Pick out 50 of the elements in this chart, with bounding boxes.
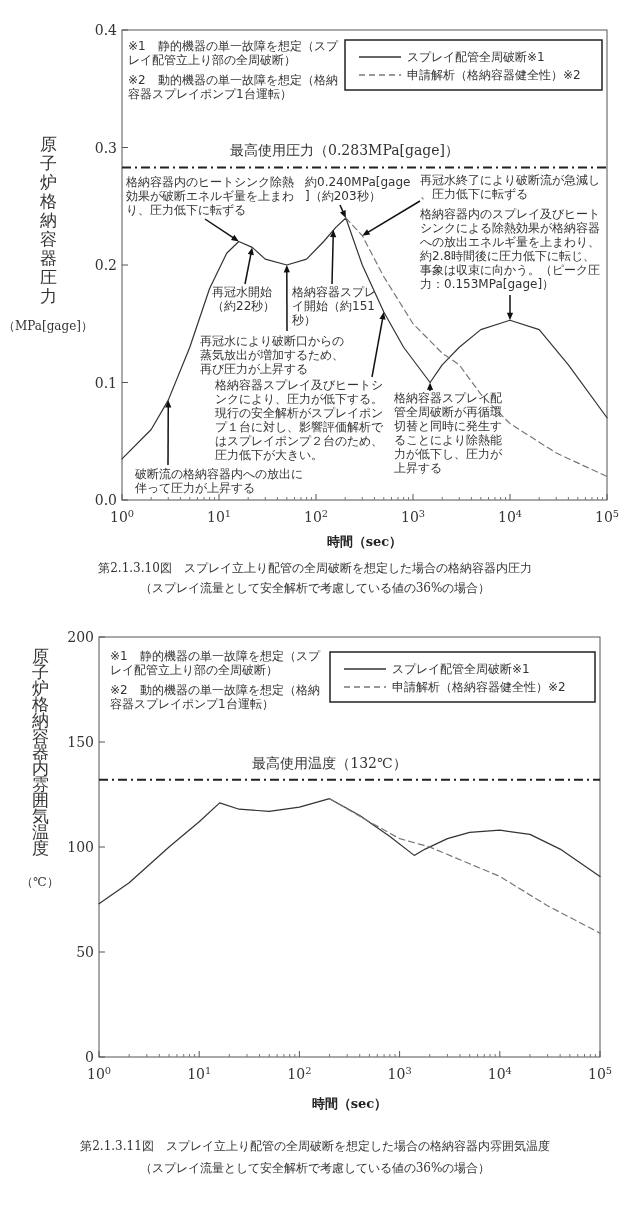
annotation: ※1 静的機器の単一故障を想定（スプレイ配管立上り部の全周破断） <box>110 649 321 677</box>
y-tick-label: 0.1 <box>94 374 117 391</box>
y-tick-label: 200 <box>67 629 94 645</box>
text: 第2.1.3.10図 スプレイ立上り配管の全周破断を想定した場合の格納容器内圧力 <box>98 561 532 575</box>
legend-label: スプレイ配管全周破断※1 <box>407 50 545 64</box>
legend-label: 申請解析（格納容器健全性）※2 <box>407 68 581 82</box>
annotation: 再冠水終了により破断流が急減し、圧力低下に転ずる <box>420 173 600 201</box>
text: 原子炉格納容器圧力（MPa[gage]） <box>3 134 93 333</box>
annotation: 約0.240MPa[gage]（約203秒） <box>305 175 411 203</box>
legend-label: 申請解析（格納容器健全性）※2 <box>392 680 566 694</box>
x-tick-label: 10$^{1}$ <box>187 1064 212 1082</box>
y-tick-label: 0.3 <box>94 139 117 156</box>
x-tick-label: 10$^{1}$ <box>206 507 232 525</box>
annotation: 再冠水開始（約22秒） <box>212 285 276 313</box>
x-tick-label: 10$^{5}$ <box>594 507 620 525</box>
text: 第2.1.3.11図 スプレイ立上り配管の全周破断を想定した場合の格納容器内雰囲気温度 <box>80 1139 550 1153</box>
annotation: ※2 動的機器の単一故障を想定（格納容器スプレイポンプ1台運転） <box>128 73 338 101</box>
y-tick-label: 0 <box>85 1049 94 1065</box>
annotation: ※2 動的機器の単一故障を想定（格納容器スプレイポンプ1台運転） <box>110 683 320 711</box>
legend-label: スプレイ配管全周破断※1 <box>392 662 530 676</box>
x-axis-title: 時間（sec） <box>311 1096 388 1111</box>
y-tick-label: 0.4 <box>94 22 118 38</box>
x-tick-label: 10$^{4}$ <box>487 1064 512 1082</box>
x-axis-title: 時間（sec） <box>326 534 403 549</box>
y-tick-label: 0.0 <box>94 492 117 508</box>
annotation: 再冠水により破断口からの蒸気放出が増加するため、再び圧力が上昇する <box>200 334 344 376</box>
annotation: 破断流の格納容器内への放出に伴って圧力が上昇する <box>134 467 303 495</box>
annotation: 格納容器スプレイ及びヒートシンクにより、圧力が低下する。現行の安全解析がスプレイポンプ１台に対し、影響評価解析ではスプレイポンプ２台のため、圧力低下が大きい。 <box>214 378 384 462</box>
annotation: 格納容器スプレイ開始（約151秒） <box>291 285 376 327</box>
x-tick-label: 10$^{3}$ <box>387 1064 412 1082</box>
text: 原子炉格納容器内雰囲気温度（℃） <box>21 646 59 889</box>
x-tick-label: 10$^{3}$ <box>400 507 426 525</box>
annotation: 格納容器スプレイ配管全周破断が再循環切替と同時に発生することにより除熱能力が低下し、圧力が上昇する <box>393 391 503 475</box>
annotation: 格納容器内のヒートシンク除熱効果が破断エネルギ量を上まわり、圧力低下に転ずる <box>125 175 294 217</box>
x-tick-label: 10$^{2}$ <box>287 1064 312 1082</box>
x-tick-label: 10$^{0}$ <box>86 1064 112 1082</box>
ref-line-label: 最高使用温度（132℃） <box>252 754 407 771</box>
annotation: 格納容器内のスプレイ及びヒートシンクによる除熱効果が格納容器への放出エネルギ量を上まわり、約2.8時間後に圧力低下に転じ、事象は収束に向かう。（ピーク圧力：0.153MPa[gage]） <box>419 207 600 291</box>
text: （スプレイ流量として安全解析で考慮している値の36%の場合） <box>139 581 491 595</box>
x-tick-label: 10$^{4}$ <box>497 507 523 525</box>
y-tick-label: 0.2 <box>94 257 117 273</box>
annotation: ※1 静的機器の単一故障を想定（スプレイ配管立上り部の全周破断） <box>128 39 339 67</box>
x-tick-label: 10$^{5}$ <box>587 1064 613 1082</box>
y-tick-label: 100 <box>67 839 94 855</box>
x-tick-label: 10$^{0}$ <box>109 507 135 525</box>
ref-line-label: 最高使用圧力（0.283MPa[gage]） <box>229 142 460 159</box>
y-tick-label: 150 <box>67 734 94 750</box>
text: （スプレイ流量として安全解析で考慮している値の36%の場合） <box>139 1161 491 1175</box>
y-tick-label: 50 <box>76 944 94 960</box>
x-tick-label: 10$^{2}$ <box>303 507 329 525</box>
